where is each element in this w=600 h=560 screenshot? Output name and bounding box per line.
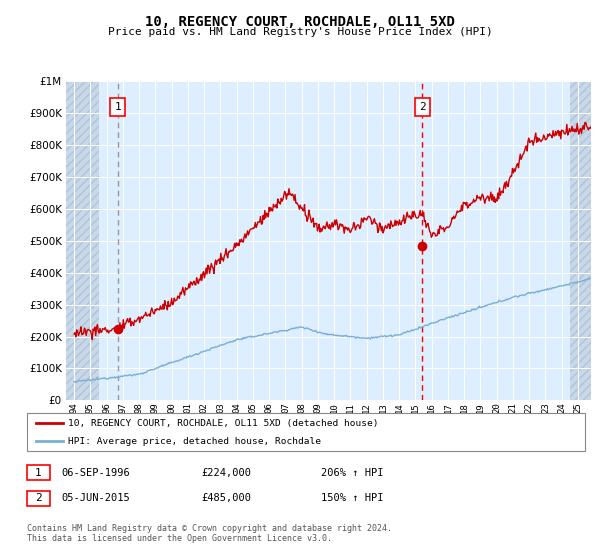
Text: 10, REGENCY COURT, ROCHDALE, OL11 5XD: 10, REGENCY COURT, ROCHDALE, OL11 5XD [145,15,455,29]
Text: Contains HM Land Registry data © Crown copyright and database right 2024.
This d: Contains HM Land Registry data © Crown c… [27,524,392,543]
Text: 06-SEP-1996: 06-SEP-1996 [62,468,131,478]
Text: 2: 2 [419,102,425,112]
Text: Price paid vs. HM Land Registry's House Price Index (HPI): Price paid vs. HM Land Registry's House … [107,27,493,37]
Text: 1: 1 [35,468,42,478]
Bar [570,81,591,400]
Text: £224,000: £224,000 [201,468,251,478]
Text: HPI: Average price, detached house, Rochdale: HPI: Average price, detached house, Roch… [68,437,321,446]
Text: 150% ↑ HPI: 150% ↑ HPI [321,493,383,503]
Text: 2: 2 [35,493,42,503]
Text: 05-JUN-2015: 05-JUN-2015 [62,493,131,503]
Text: £485,000: £485,000 [201,493,251,503]
Text: 10, REGENCY COURT, ROCHDALE, OL11 5XD (detached house): 10, REGENCY COURT, ROCHDALE, OL11 5XD (d… [68,419,379,428]
Bar [66,81,98,400]
Text: 206% ↑ HPI: 206% ↑ HPI [321,468,383,478]
Text: 1: 1 [115,102,121,112]
